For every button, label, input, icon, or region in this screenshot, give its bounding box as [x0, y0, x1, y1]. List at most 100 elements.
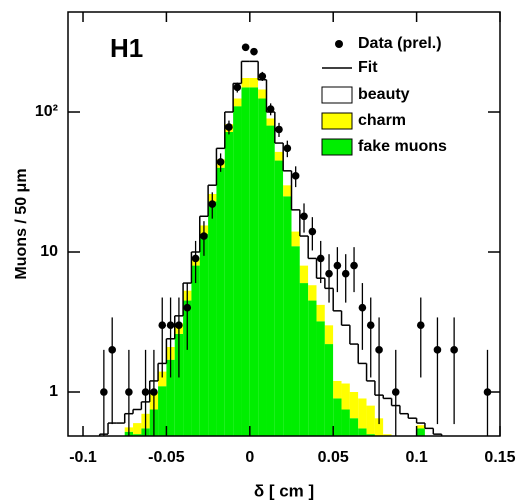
histogram-bar — [258, 79, 267, 90]
histogram-bar — [174, 333, 184, 436]
histogram-bar — [366, 405, 375, 435]
data-point — [150, 388, 158, 396]
histogram-bar — [183, 300, 192, 436]
data-point — [450, 346, 458, 354]
data-point — [191, 254, 200, 263]
histogram-bar — [241, 87, 250, 436]
x-tick-label: -0.1 — [69, 449, 97, 466]
y-tick-label: 1 — [49, 383, 58, 400]
histogram-bar — [199, 233, 209, 436]
histogram-bar — [433, 434, 442, 436]
histogram-bar — [324, 325, 334, 345]
data-point — [241, 43, 250, 52]
histogram-bar — [283, 170, 292, 186]
histogram-bar — [324, 288, 334, 326]
frame — [67, 11, 501, 437]
histogram-bar — [199, 216, 209, 226]
histogram-bar — [324, 344, 334, 436]
histogram-bar — [358, 428, 367, 436]
legend-label: Data (prel.) — [358, 35, 442, 52]
histogram-bar — [299, 283, 309, 436]
histogram-bar — [241, 77, 250, 88]
histogram-bar — [216, 167, 225, 436]
histogram-bar — [166, 359, 175, 436]
data-point — [250, 47, 258, 56]
histogram-bar — [116, 423, 125, 436]
histogram-bar — [241, 61, 250, 78]
data-point — [275, 125, 283, 134]
histogram-bar — [191, 265, 200, 436]
histogram-bar — [249, 77, 259, 88]
histogram-bar — [308, 285, 317, 301]
legend-swatch — [321, 86, 353, 104]
x-tick-label: 0 — [245, 449, 254, 466]
data-point — [300, 212, 308, 221]
y-tick-label: 10² — [35, 103, 58, 120]
histogram-bar — [358, 398, 367, 429]
histogram-bar — [249, 87, 259, 436]
histogram-bar — [316, 321, 325, 436]
legend-swatch — [321, 112, 353, 130]
histogram-bar — [333, 310, 342, 381]
legend-label: fake muons — [358, 138, 447, 155]
data-point — [266, 105, 275, 113]
histogram-bar — [341, 383, 350, 410]
histogram-bar — [416, 428, 425, 436]
histogram-bar — [308, 258, 317, 286]
x-tick-label: 0.15 — [484, 449, 515, 466]
histogram-bar — [291, 231, 300, 247]
data-point — [125, 388, 133, 396]
histogram-bar — [349, 392, 359, 419]
data-point — [483, 388, 492, 396]
data-point — [291, 172, 300, 180]
data-point — [200, 232, 208, 240]
histogram-bar — [283, 185, 292, 197]
x-tick-label: 0.1 — [405, 449, 427, 466]
histogram-bar — [158, 371, 167, 387]
histogram-bar — [366, 434, 375, 436]
data-point — [208, 200, 217, 208]
y-tick-label: 10 — [40, 243, 58, 260]
histogram-bar — [249, 61, 259, 78]
data-point — [316, 254, 325, 263]
x-tick-label: -0.05 — [148, 449, 185, 466]
histogram-bar — [416, 425, 425, 429]
histogram-bar — [316, 278, 325, 305]
data-point — [366, 321, 375, 330]
histogram-bar — [224, 112, 234, 125]
histogram-bar — [366, 380, 375, 406]
histogram-bar — [158, 386, 167, 436]
histogram-bar — [274, 151, 284, 161]
data-point — [433, 346, 442, 354]
histogram-bar — [374, 418, 384, 436]
legend-label: beauty — [358, 86, 410, 103]
plot-area — [98, 43, 492, 436]
histogram-bar — [341, 325, 350, 384]
histogram-bar — [283, 196, 292, 436]
legend-label: Fit — [358, 59, 378, 76]
data-point — [358, 303, 367, 312]
histogram-bar — [208, 185, 217, 194]
histogram-bar — [299, 265, 309, 284]
data-point — [183, 303, 192, 312]
histogram-bar — [274, 143, 284, 152]
histogram-bar — [208, 201, 217, 436]
histogram-bar — [308, 300, 317, 436]
histogram-bar — [416, 423, 425, 426]
histogram-bar — [399, 413, 409, 436]
histogram-bar — [266, 125, 275, 436]
histogram-bar — [299, 236, 309, 266]
x-axis-title: δ [ cm ] — [254, 481, 314, 500]
data-point — [166, 321, 175, 330]
data-point — [141, 388, 150, 396]
histogram-bar — [224, 131, 234, 436]
data-point — [283, 144, 292, 153]
histogram-bar — [383, 434, 392, 436]
data-point — [325, 269, 333, 278]
data-point — [225, 123, 233, 131]
data-point — [216, 158, 225, 166]
y-axis-title: Muons / 50 μm — [13, 168, 30, 279]
data-point — [308, 227, 317, 236]
data-point — [333, 261, 342, 270]
